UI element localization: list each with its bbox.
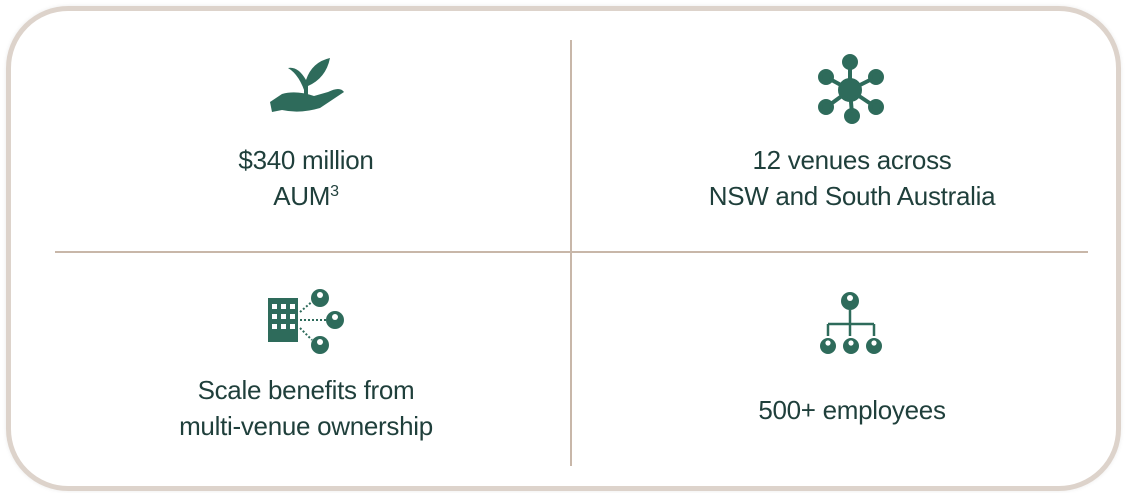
stat-line: $340 million <box>238 145 374 175</box>
stat-line: NSW and South Australia <box>708 181 996 211</box>
stat-line: 500+ employees <box>758 395 946 425</box>
stat-text: Scale benefits from multi-venue ownershi… <box>36 372 576 444</box>
stat-line: multi-venue ownership <box>179 411 433 441</box>
card-frame <box>6 6 1121 491</box>
stat-line-wrap: AUM3 <box>36 178 576 214</box>
building-people-icon <box>268 289 344 354</box>
org-chart-icon <box>820 292 882 354</box>
footnote-mark: 3 <box>330 183 339 200</box>
network-icon <box>818 54 884 124</box>
stat-text: 12 venues across NSW and South Australia <box>582 142 1122 214</box>
stat-line: Scale benefits from <box>197 375 415 405</box>
plant-hand-icon <box>270 58 344 112</box>
stat-text: $340 million AUM3 <box>36 142 576 214</box>
stat-line: 12 venues across <box>752 145 952 175</box>
stat-line: AUM <box>273 181 331 211</box>
stat-text: 500+ employees <box>582 392 1122 428</box>
